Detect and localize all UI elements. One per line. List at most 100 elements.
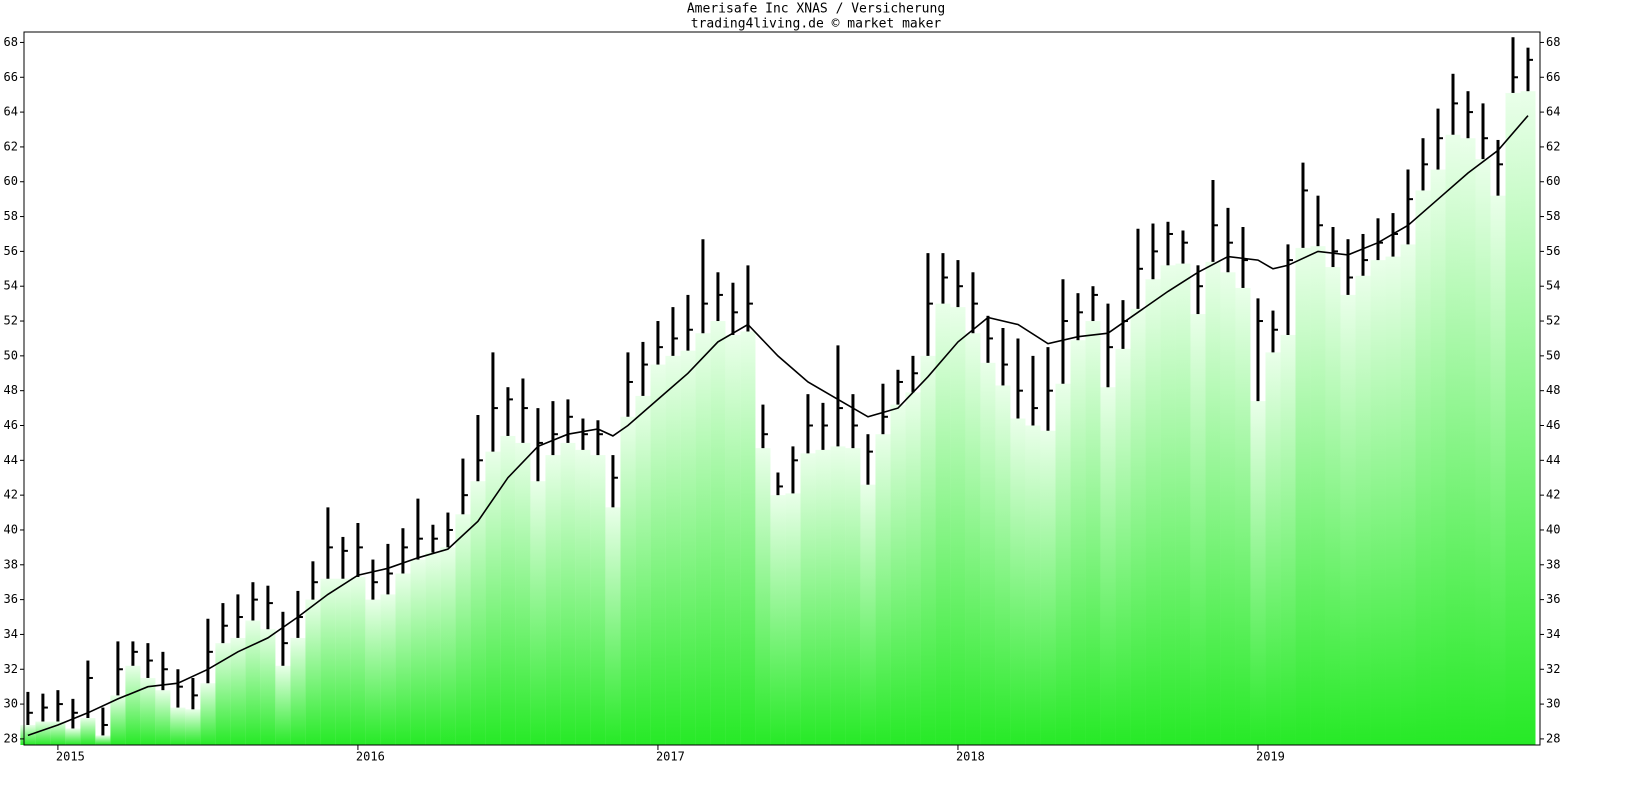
volume-fill	[905, 392, 921, 745]
y-tick-label-right: 32	[1546, 662, 1560, 676]
volume-fill	[1385, 256, 1401, 745]
y-tick-label: 64	[4, 105, 18, 119]
y-tick-label-right: 28	[1546, 731, 1560, 745]
volume-fill	[215, 643, 231, 745]
volume-fill	[1040, 430, 1056, 745]
volume-fill	[440, 547, 456, 745]
volume-fill	[755, 448, 771, 745]
volume-fill	[1400, 244, 1416, 745]
y-tick-label-right: 44	[1546, 453, 1560, 467]
volume-fill	[155, 690, 171, 745]
volume-fill	[1340, 294, 1356, 745]
volume-fill	[665, 355, 681, 745]
x-tick-label: 2016	[356, 750, 385, 764]
x-tick-label: 2015	[56, 750, 85, 764]
volume-fill	[335, 578, 351, 745]
volume-fill	[995, 385, 1011, 745]
volume-fill	[200, 683, 216, 745]
y-tick-label: 42	[4, 488, 18, 502]
x-tick-label: 2018	[956, 750, 985, 764]
volume-fill	[890, 404, 906, 745]
volume-fill	[65, 728, 81, 745]
volume-fill	[350, 576, 366, 745]
volume-fill	[800, 453, 816, 745]
x-tick-label: 2017	[656, 750, 685, 764]
volume-fill	[410, 559, 426, 745]
volume-fill	[695, 333, 711, 745]
volume-fill	[545, 455, 561, 745]
volume-fill	[935, 303, 951, 745]
y-tick-label: 36	[4, 592, 18, 606]
y-tick-label-right: 50	[1546, 348, 1560, 362]
y-tick-label-right: 54	[1546, 279, 1560, 293]
volume-fill	[1355, 275, 1371, 745]
y-tick-label-right: 34	[1546, 627, 1560, 641]
volume-fill	[575, 449, 591, 745]
y-tick-label: 32	[4, 662, 18, 676]
volume-fill	[875, 434, 891, 745]
volume-fill	[1130, 308, 1146, 745]
volume-fill	[845, 448, 861, 745]
y-tick-label: 46	[4, 418, 18, 432]
volume-fill	[110, 695, 126, 745]
y-tick-label: 66	[4, 70, 18, 84]
volume-fill	[470, 481, 486, 745]
volume-fill	[1160, 265, 1176, 745]
volume-fill	[1445, 134, 1461, 745]
volume-fill	[275, 665, 291, 745]
volume-fill	[185, 709, 201, 745]
volume-fill	[785, 493, 801, 745]
volume-fill	[860, 484, 876, 745]
volume-fill	[125, 665, 141, 745]
volume-fill	[455, 514, 471, 745]
y-tick-label: 54	[4, 279, 18, 293]
y-tick-label: 58	[4, 209, 18, 223]
volume-fill	[1145, 279, 1161, 745]
y-tick-label-right: 68	[1546, 35, 1560, 49]
volume-fill	[365, 599, 381, 745]
volume-fill	[1190, 314, 1206, 745]
volume-fill	[950, 307, 966, 745]
y-tick-label-right: 40	[1546, 522, 1560, 536]
y-tick-label: 68	[4, 35, 18, 49]
volume-fill	[590, 455, 606, 745]
volume-fill	[50, 721, 66, 745]
volume-fill	[1490, 195, 1506, 745]
y-tick-label-right: 36	[1546, 592, 1560, 606]
volume-fill	[1250, 401, 1266, 745]
y-tick-label: 60	[4, 174, 18, 188]
y-tick-label-right: 38	[1546, 557, 1560, 571]
volume-fill	[1085, 321, 1101, 745]
volume-fill	[1430, 169, 1446, 746]
volume-fill	[815, 449, 831, 745]
volume-fill	[965, 333, 981, 745]
volume-fill	[725, 334, 741, 745]
volume-fill	[1520, 91, 1536, 745]
y-tick-label: 44	[4, 453, 18, 467]
y-tick-label: 30	[4, 697, 18, 711]
y-tick-label-right: 64	[1546, 105, 1560, 119]
y-tick-label-right: 62	[1546, 139, 1560, 153]
volume-fill	[650, 364, 666, 745]
volume-fill	[1505, 92, 1521, 745]
volume-fill	[1370, 260, 1386, 745]
volume-fill	[290, 637, 306, 745]
y-tick-label: 50	[4, 348, 18, 362]
volume-fill	[230, 637, 246, 745]
chart-subtitle: trading4living.de © market maker	[691, 17, 942, 32]
volume-fill	[1475, 159, 1491, 746]
volume-fill	[560, 442, 576, 745]
volume-fill	[830, 446, 846, 745]
volume-fill	[1055, 383, 1071, 745]
volume-fill	[80, 718, 96, 745]
plot-frame	[23, 31, 1541, 746]
volume-fill	[245, 620, 261, 745]
volume-fill	[1100, 387, 1116, 745]
y-tick-label-right: 48	[1546, 383, 1560, 397]
y-tick-label-right: 30	[1546, 697, 1560, 711]
volume-fill	[305, 599, 321, 745]
volume-fill	[1295, 247, 1311, 745]
volume-fill	[140, 677, 156, 745]
volume-fill	[1010, 418, 1026, 745]
